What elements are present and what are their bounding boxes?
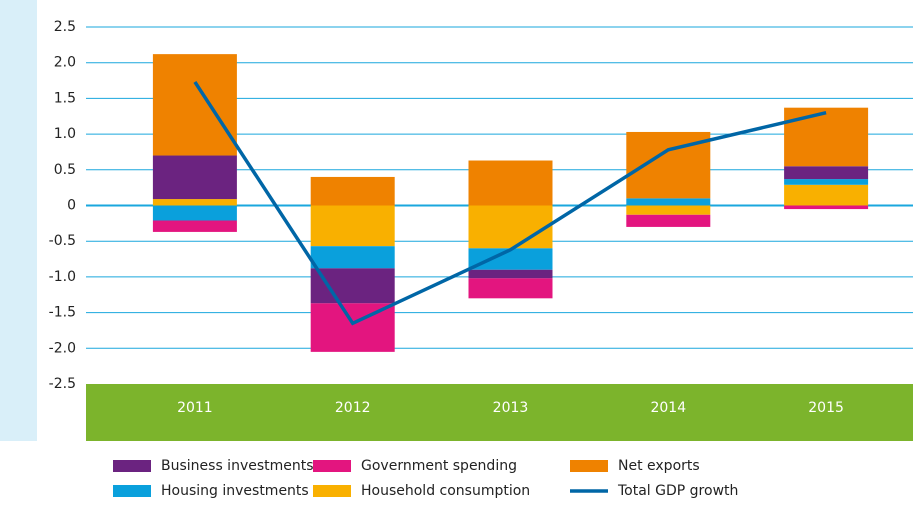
legend-label: Government spending <box>361 458 517 474</box>
bar-segment <box>468 278 553 299</box>
y-tick-label: 2.0 <box>54 55 76 71</box>
y-tick-label: -0.5 <box>49 233 76 249</box>
y-tick-label: 0.5 <box>54 162 76 178</box>
bar-segment <box>784 184 869 206</box>
left-strip <box>0 0 37 441</box>
line <box>193 81 827 326</box>
bar-segment <box>152 54 237 156</box>
bar-segment <box>310 246 395 269</box>
y-tick-label: 2.5 <box>54 19 76 35</box>
bar-segment <box>152 220 237 232</box>
bar-segment <box>626 214 711 227</box>
y-tick-label: 0 <box>67 198 76 214</box>
bar-segment <box>468 269 553 279</box>
bar-segment <box>784 107 869 167</box>
bar-segment <box>152 155 237 200</box>
legend-label: Housing investments <box>161 483 309 499</box>
legend-swatch <box>570 460 608 472</box>
x-tick-label: 2012 <box>335 400 371 416</box>
y-tick-label: -2.0 <box>49 340 76 356</box>
bar-segment <box>152 205 237 221</box>
y-tick-label: -1.5 <box>49 305 76 321</box>
legend-label: Net exports <box>618 458 700 474</box>
x-tick-label: 2013 <box>493 400 529 416</box>
x-tick-label: 2014 <box>650 400 686 416</box>
bar-segment <box>468 160 553 206</box>
bar-segment <box>626 198 711 206</box>
bar-segment <box>784 166 869 180</box>
y-tick-label: -2.5 <box>49 376 76 392</box>
bar-segment <box>784 205 869 210</box>
legend-label: Total GDP growth <box>617 483 738 499</box>
legend-label: Household consumption <box>361 483 530 499</box>
x-axis-band <box>86 384 913 441</box>
y-tick-label: 1.0 <box>54 126 76 142</box>
bar-segment <box>468 248 553 270</box>
y-tick-label: 1.5 <box>54 90 76 106</box>
x-tick-label: 2011 <box>177 400 213 416</box>
bar-segment <box>468 205 553 249</box>
bar-segment <box>626 205 711 215</box>
legend-label: Business investments <box>161 458 314 474</box>
bar-segment <box>310 176 395 206</box>
bar-segment <box>784 179 869 185</box>
legend-swatch <box>313 460 351 472</box>
bar-segment <box>152 199 237 206</box>
x-tick-label: 2015 <box>808 400 844 416</box>
legend-swatch <box>313 485 351 497</box>
y-tick-label: -1.0 <box>49 269 76 285</box>
legend-swatch <box>113 485 151 497</box>
bar-segment <box>310 205 395 247</box>
legend-swatch <box>113 460 151 472</box>
bar-segment <box>310 268 395 304</box>
